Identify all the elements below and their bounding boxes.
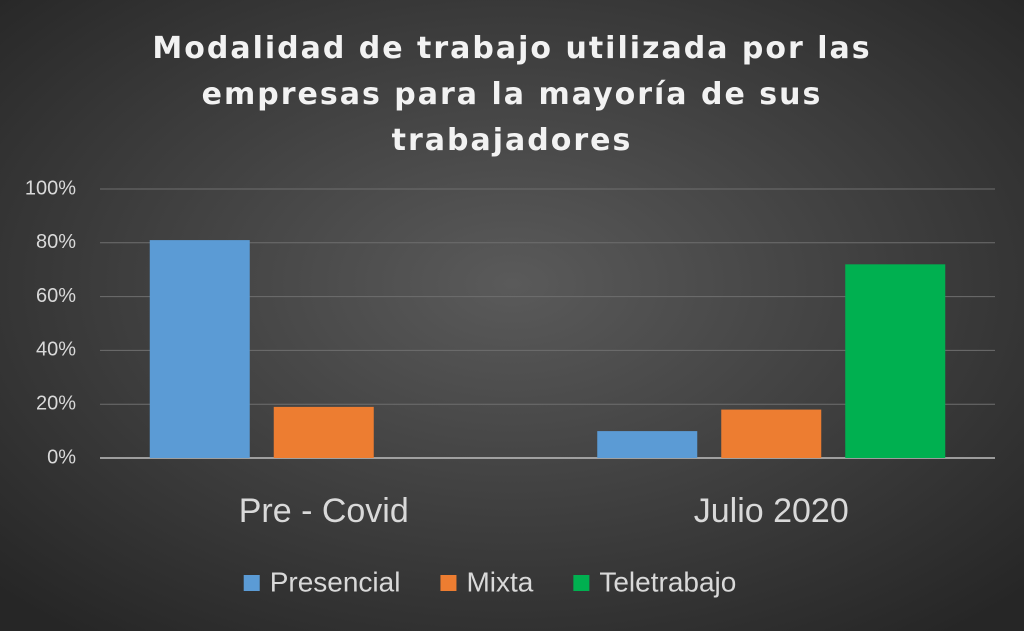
bar bbox=[149, 240, 250, 458]
chart-title: Modalidad de trabajo utilizada por las e… bbox=[152, 31, 872, 158]
y-tick-label: 100% bbox=[25, 177, 76, 199]
legend-label: Presencial bbox=[270, 566, 401, 597]
x-tick-label: Julio 2020 bbox=[694, 492, 849, 530]
y-tick-label: 60% bbox=[36, 285, 76, 307]
legend-label: Teletrabajo bbox=[599, 566, 736, 597]
y-tick-label: 0% bbox=[47, 446, 76, 468]
legend-swatch bbox=[243, 575, 260, 591]
bar bbox=[721, 409, 822, 458]
bar bbox=[273, 406, 374, 458]
x-tick-label: Pre - Covid bbox=[239, 492, 409, 530]
y-tick-label: 20% bbox=[36, 392, 76, 414]
y-tick-label: 40% bbox=[36, 339, 76, 361]
legend-swatch bbox=[440, 575, 457, 591]
y-tick-label: 80% bbox=[36, 231, 76, 253]
legend-label: Mixta bbox=[466, 566, 533, 597]
bar bbox=[597, 431, 698, 458]
legend-swatch bbox=[573, 575, 590, 591]
bar bbox=[845, 264, 946, 458]
